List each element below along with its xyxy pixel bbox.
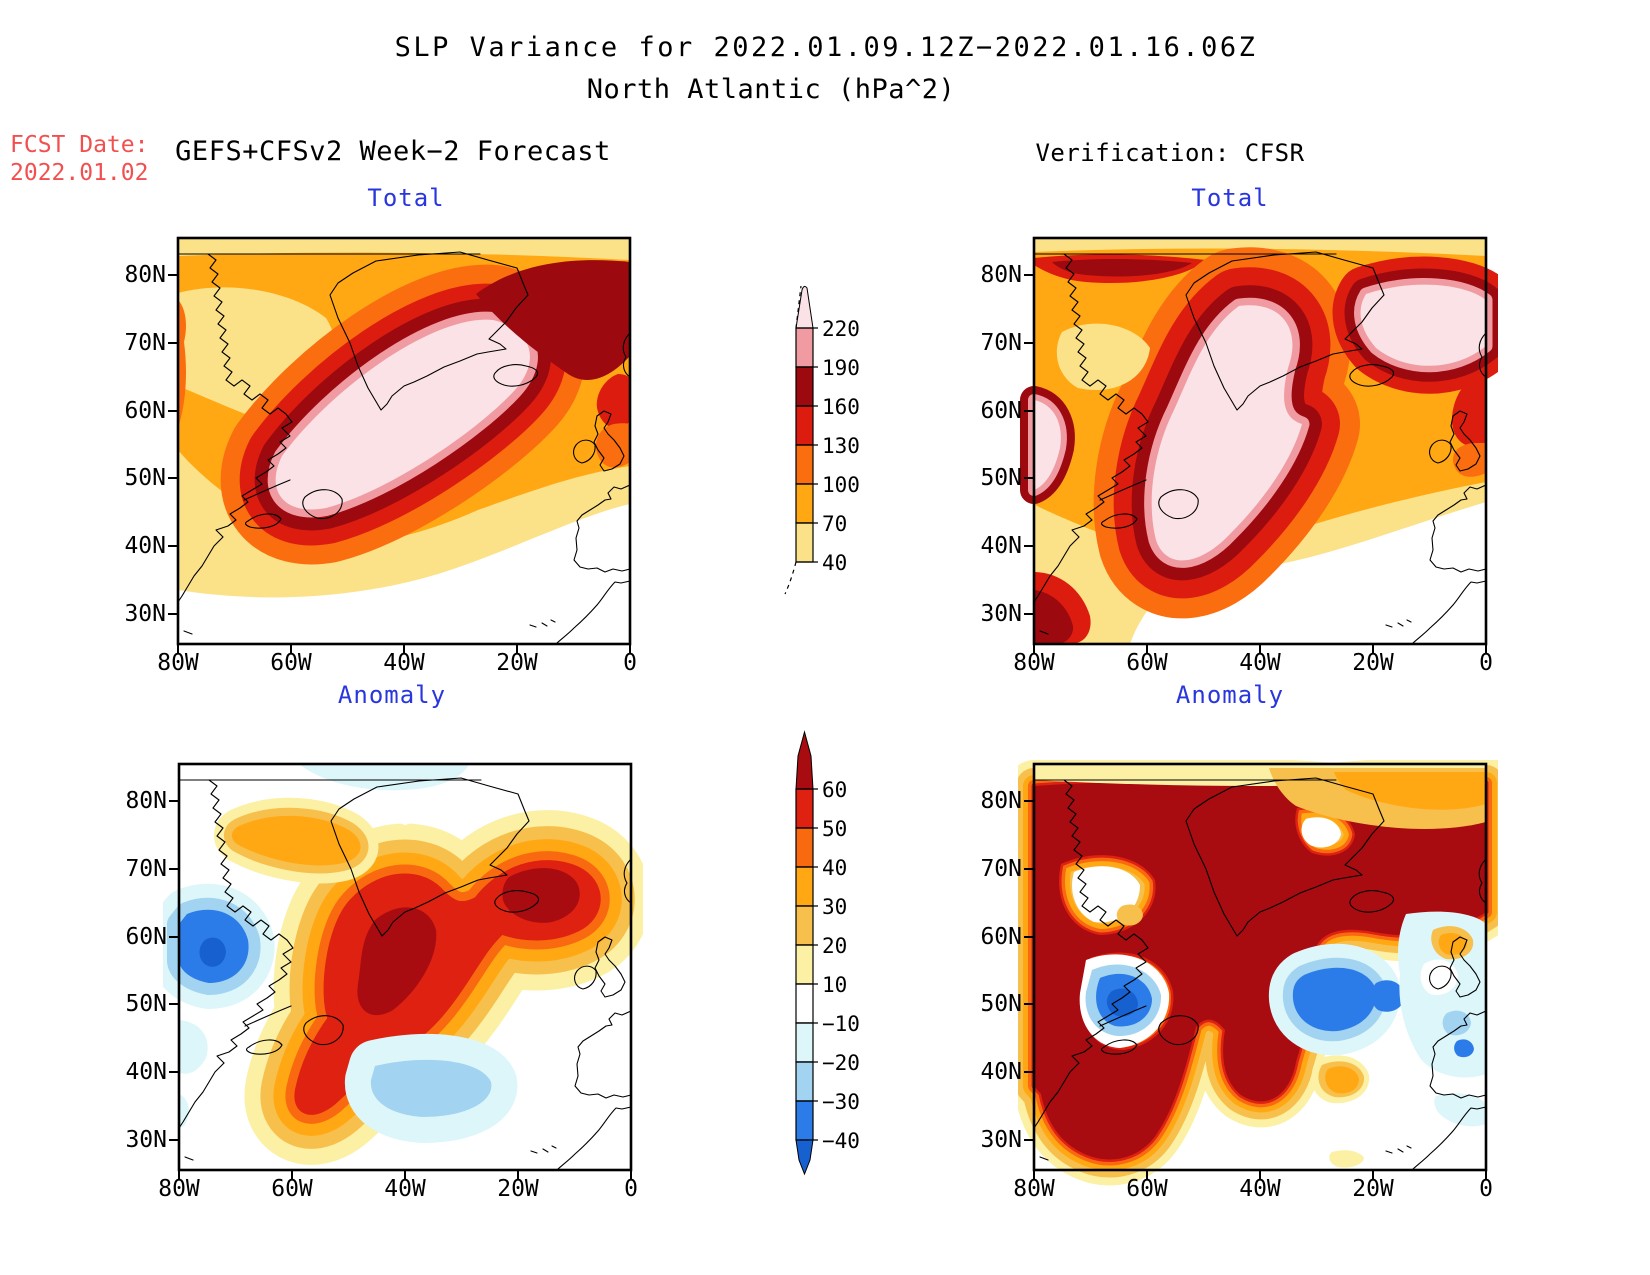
lon-label: 40W bbox=[384, 1176, 426, 1202]
colorbar-total: 220 190 160 130 100 70 40 bbox=[784, 285, 860, 595]
colorbar-total-tick: 130 bbox=[822, 434, 860, 458]
lat-label: 30N bbox=[980, 601, 1022, 627]
colorbar-anomaly-tick: 40 bbox=[822, 856, 847, 880]
lon-label: 40W bbox=[383, 650, 425, 676]
colorbar-anomaly-tick: 60 bbox=[822, 778, 847, 802]
page-subtitle: North Atlantic (hPa^2) bbox=[586, 74, 956, 105]
colorbar-anomaly-tick: −20 bbox=[822, 1051, 860, 1075]
lon-label: 60W bbox=[1126, 650, 1168, 676]
map-verification-total bbox=[1020, 236, 1498, 656]
lat-label: 40N bbox=[124, 533, 166, 559]
colorbar-total-tick: 100 bbox=[822, 473, 860, 497]
lon-label: 20W bbox=[1352, 1176, 1394, 1202]
colorbar-total-tick: 220 bbox=[822, 317, 860, 341]
colorbar-anomaly-tick: 30 bbox=[822, 895, 847, 919]
lat-label: 40N bbox=[125, 1059, 167, 1085]
verification-column-header: Verification: CFSR bbox=[1035, 139, 1305, 167]
lat-label: 30N bbox=[125, 1127, 167, 1153]
subtitle-verification-anomaly: Anomaly bbox=[1175, 681, 1285, 709]
lat-label: 80N bbox=[125, 788, 167, 814]
lon-label: 60W bbox=[271, 1176, 313, 1202]
subtitle-verification-total: Total bbox=[1191, 184, 1269, 212]
lon-label: 60W bbox=[270, 650, 312, 676]
colorbar-anomaly-tick: 50 bbox=[822, 817, 847, 841]
colorbar-total-tick: 160 bbox=[822, 395, 860, 419]
lon-label: 0 bbox=[623, 650, 637, 676]
lon-label: 20W bbox=[497, 1176, 539, 1202]
fcst-date: FCST Date: 2022.01.02 bbox=[10, 131, 148, 187]
subtitle-forecast-total: Total bbox=[367, 184, 445, 212]
map-verification-anomaly bbox=[1018, 760, 1498, 1186]
lat-label: 70N bbox=[980, 856, 1022, 882]
colorbar-total-tick: 190 bbox=[822, 356, 860, 380]
lat-label: 60N bbox=[125, 924, 167, 950]
colorbar-anomaly-tick: 10 bbox=[822, 973, 847, 997]
colorbar-anomaly: 60 50 40 30 20 10 −10 −20 −30 −40 bbox=[795, 730, 860, 1176]
lat-label: 70N bbox=[125, 856, 167, 882]
lat-label: 80N bbox=[124, 262, 166, 288]
map-forecast-anomaly bbox=[163, 762, 643, 1182]
lon-label: 0 bbox=[624, 1176, 638, 1202]
lat-label: 50N bbox=[980, 991, 1022, 1017]
subtitle-forecast-anomaly: Anomaly bbox=[337, 681, 447, 709]
lat-label: 60N bbox=[980, 924, 1022, 950]
lat-label: 60N bbox=[980, 398, 1022, 424]
colorbar-total-tick: 70 bbox=[822, 512, 847, 536]
lat-label: 60N bbox=[124, 398, 166, 424]
colorbar-anomaly-tick: −30 bbox=[822, 1090, 860, 1114]
forecast-column-header: GEFS+CFSv2 Week−2 Forecast bbox=[175, 136, 611, 167]
lat-label: 70N bbox=[124, 330, 166, 356]
lon-label: 40W bbox=[1239, 1176, 1281, 1202]
lat-label: 50N bbox=[125, 991, 167, 1017]
lon-label: 0 bbox=[1479, 1176, 1493, 1202]
lon-label: 0 bbox=[1479, 650, 1493, 676]
page-title: SLP Variance for 2022.01.09.12Z−2022.01.… bbox=[394, 32, 1258, 63]
lat-label: 30N bbox=[124, 601, 166, 627]
colorbar-anomaly-tick: −10 bbox=[822, 1012, 860, 1036]
lon-label: 20W bbox=[496, 650, 538, 676]
lat-label: 30N bbox=[980, 1127, 1022, 1153]
lon-label: 80W bbox=[157, 650, 199, 676]
lat-label: 40N bbox=[980, 1059, 1022, 1085]
lon-label: 60W bbox=[1126, 1176, 1168, 1202]
lon-label: 20W bbox=[1352, 650, 1394, 676]
lon-label: 40W bbox=[1239, 650, 1281, 676]
colorbar-total-tick: 40 bbox=[822, 551, 847, 575]
lat-label: 80N bbox=[980, 262, 1022, 288]
lat-label: 50N bbox=[980, 465, 1022, 491]
lon-label: 80W bbox=[1013, 1176, 1055, 1202]
fcst-date-label: FCST Date: bbox=[10, 132, 149, 158]
fcst-date-value: 2022.01.02 bbox=[10, 160, 149, 186]
lat-label: 70N bbox=[980, 330, 1022, 356]
colorbar-anomaly-tick: −40 bbox=[822, 1129, 860, 1153]
lon-label: 80W bbox=[158, 1176, 200, 1202]
lat-label: 50N bbox=[124, 465, 166, 491]
lat-label: 40N bbox=[980, 533, 1022, 559]
lat-label: 80N bbox=[980, 788, 1022, 814]
lon-label: 80W bbox=[1013, 650, 1055, 676]
map-forecast-total bbox=[166, 236, 632, 656]
colorbar-anomaly-tick: 20 bbox=[822, 934, 847, 958]
